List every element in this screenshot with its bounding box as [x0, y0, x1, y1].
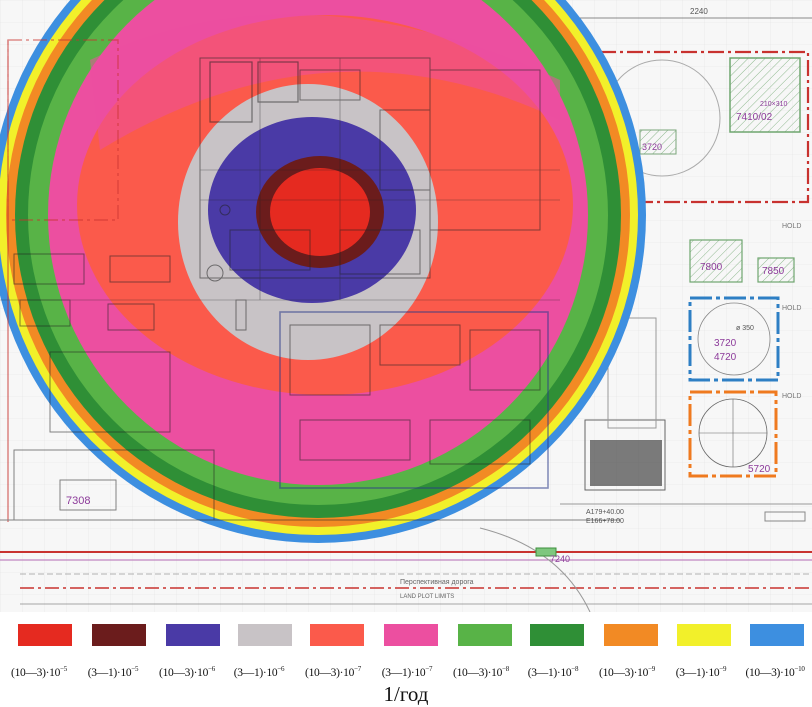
bldg-7850	[757, 257, 795, 283]
legend-swatch-9	[677, 624, 731, 646]
legend-label-4: (10—3)·10−7	[296, 665, 370, 679]
legend-unit: 1/год	[383, 682, 429, 706]
legend-swatch-5	[384, 624, 438, 646]
legend-label-3: (3—1)·10−6	[222, 665, 296, 679]
legend-label-2: (10—3)·10−6	[150, 665, 224, 679]
bldg-3720-top	[639, 129, 677, 155]
bldg-7800	[689, 239, 743, 283]
legend-label-10: (10—3)·10−10	[738, 665, 812, 679]
legend-range-0: (10—3)·10	[11, 667, 61, 679]
legend-exponent-3: −6	[277, 665, 285, 673]
label-road: Перспективная дорога	[400, 579, 474, 586]
bldg-3720-4720	[688, 296, 780, 382]
legend-label-8: (10—3)·10−9	[590, 665, 664, 679]
legend-swatch-2	[166, 624, 220, 646]
label-coord-b: E166+78.00	[586, 518, 624, 525]
legend-range-1: (3—1)·10	[87, 667, 132, 679]
legend-label-5: (3—1)·10−7	[370, 665, 444, 679]
legend-exponent-1: −5	[131, 665, 139, 673]
bldg-5720	[688, 390, 778, 478]
legend-exponent-9: −9	[719, 665, 727, 673]
risk-map: 2240 3720 210×310 7410/02 HOLD 7800 7850…	[0, 0, 812, 612]
zone-1e-5-high	[270, 168, 370, 256]
legend-range-3: (3—1)·10	[233, 667, 278, 679]
label-4720: 4720	[714, 352, 737, 363]
legend-range-2: (10—3)·10	[159, 667, 209, 679]
label-7410-sub: 210×310	[760, 101, 788, 108]
label-7410: 7410/02	[736, 112, 773, 123]
label-land-plot: LAND PLOT LIMITS	[400, 594, 454, 600]
road-and-plot-limits: 7240 Перспективная дорога LAND PLOT LIMI…	[0, 527, 812, 612]
legend-label-1: (3—1)·10−5	[76, 665, 150, 679]
legend-exponent-8: −9	[648, 665, 655, 673]
legend-swatch-8	[604, 624, 658, 646]
legend-label-6: (10—3)·10−8	[444, 665, 518, 679]
label-coord-a: A179+40.00	[586, 509, 624, 516]
label-7850: 7850	[762, 266, 785, 277]
label-7240: 7240	[550, 554, 570, 564]
label-hold-top: HOLD	[782, 223, 801, 230]
legend-range-9: (3—1)·10	[675, 667, 720, 679]
bldg-7410	[729, 57, 801, 133]
legend-range-4: (10—3)·10	[305, 667, 355, 679]
legend-swatch-3	[238, 624, 292, 646]
legend-range-10: (10—3)·10	[745, 667, 795, 679]
legend-range-8: (10—3)·10	[599, 667, 649, 679]
legend-exponent-10: −10	[794, 665, 805, 673]
legend-swatch-1	[92, 624, 146, 646]
legend-exponent-7: −8	[571, 665, 579, 673]
label-diameter: ø 350	[736, 325, 754, 332]
legend-exponent-6: −8	[502, 665, 509, 673]
legend-label-0: (10—3)·10−5	[2, 665, 76, 679]
legend-range-5: (3—1)·10	[381, 667, 426, 679]
top-dimension: 2240	[690, 7, 708, 16]
plant-layout-overlay	[0, 39, 620, 522]
legend-swatch-10	[750, 624, 804, 646]
legend-range-6: (10—3)·10	[453, 667, 503, 679]
legend-swatch-7	[530, 624, 584, 646]
legend-range-7: (3—1)·10	[527, 667, 572, 679]
legend-exponent-5: −7	[425, 665, 433, 673]
label-7308: 7308	[66, 495, 90, 507]
legend-label-7: (3—1)·10−8	[516, 665, 590, 679]
label-3720: 3720	[714, 338, 737, 349]
legend-label-9: (3—1)·10−9	[664, 665, 738, 679]
label-hold-mid: HOLD	[782, 305, 801, 312]
legend: (10—3)·10−5 (3—1)·10−5 (10—3)·10−6 (3—1)·10…	[0, 612, 812, 706]
legend-exponent-0: −5	[60, 665, 67, 673]
risk-contours	[0, 0, 646, 543]
label-7800: 7800	[700, 262, 723, 273]
label-3720-top: 3720	[642, 142, 662, 152]
legend-swatch-4	[310, 624, 364, 646]
risk-map-canvas: 2240 3720 210×310 7410/02 HOLD 7800 7850…	[0, 0, 812, 612]
label-5720: 5720	[748, 464, 771, 475]
label-hold-right: HOLD	[782, 393, 801, 400]
site-plan-right: 2240 3720 210×310 7410/02 HOLD 7800 7850…	[560, 7, 812, 525]
legend-exponent-4: −7	[354, 665, 361, 673]
legend-exponent-2: −6	[208, 665, 215, 673]
legend-swatch-6	[458, 624, 512, 646]
legend-swatch-0	[18, 624, 72, 646]
